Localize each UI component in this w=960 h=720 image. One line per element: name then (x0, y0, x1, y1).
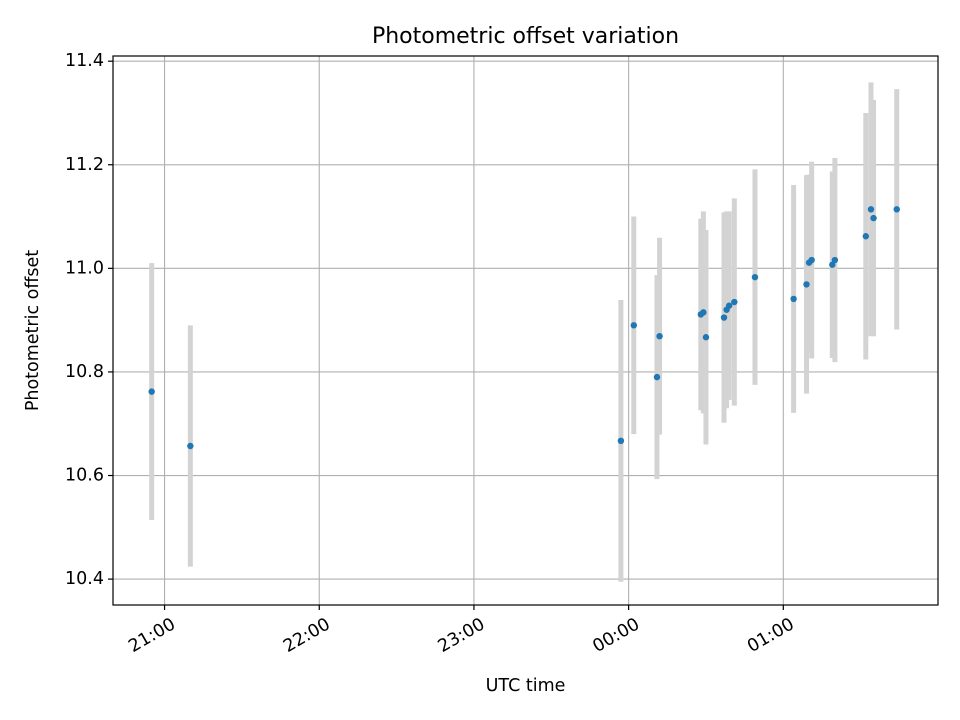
data-point (831, 256, 839, 264)
y-tick-label: 10.6 (65, 466, 104, 486)
data-point (148, 388, 155, 395)
x-axis-label: UTC time (486, 676, 566, 696)
y-tick-label: 10.4 (65, 569, 104, 589)
data-point (720, 314, 728, 321)
data-point (731, 298, 738, 306)
y-tick-label: 11.4 (65, 51, 104, 71)
data-point (870, 214, 877, 222)
y-axis-label: Photometric offset (23, 250, 43, 411)
data-point (803, 281, 810, 288)
data-points (148, 206, 900, 450)
data-point (790, 295, 797, 303)
data-point (862, 233, 870, 240)
data-point (725, 302, 733, 309)
y-tick-label: 11.2 (65, 155, 104, 175)
data-point (187, 442, 194, 450)
grid (113, 56, 938, 605)
data-point (700, 309, 707, 316)
data-point (656, 332, 663, 340)
axes-frame (112, 55, 939, 606)
data-point (893, 206, 900, 213)
data-point (829, 261, 836, 268)
y-tick-label: 10.8 (65, 362, 104, 382)
data-point (653, 373, 661, 381)
data-point (617, 437, 625, 445)
chart-title: Photometric offset variation (372, 24, 679, 49)
data-point (702, 334, 710, 341)
data-point (751, 273, 759, 281)
data-point (808, 256, 815, 264)
data-point (867, 206, 875, 213)
y-tick-label: 11.0 (65, 258, 104, 278)
data-point (630, 322, 637, 329)
